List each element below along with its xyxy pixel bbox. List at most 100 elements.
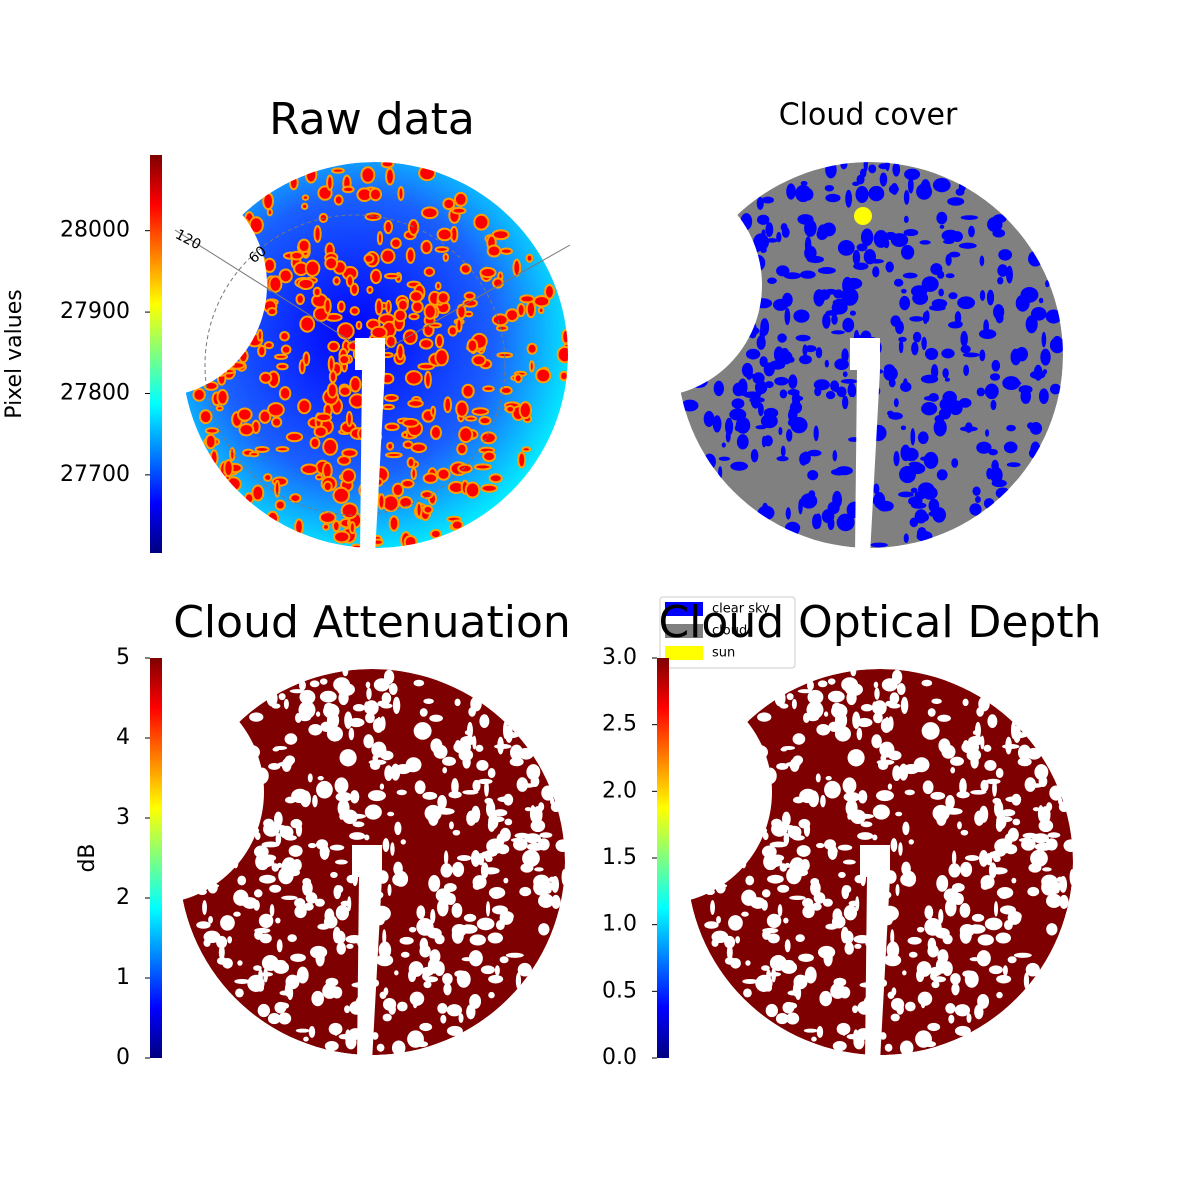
sky-patch bbox=[345, 274, 355, 288]
sky-patch bbox=[827, 678, 836, 685]
sky-patch bbox=[881, 678, 898, 692]
sky-patch bbox=[996, 886, 1014, 899]
sky-patch bbox=[551, 876, 560, 893]
sky-patch bbox=[840, 926, 849, 944]
sky-patch bbox=[863, 249, 877, 265]
sky-patch bbox=[207, 881, 218, 894]
sky-patch bbox=[807, 790, 819, 808]
sky-patch bbox=[385, 334, 397, 349]
sky-patch bbox=[341, 468, 356, 484]
sky-patch bbox=[538, 923, 550, 936]
sky-patch bbox=[1032, 807, 1040, 812]
sky-patch bbox=[380, 248, 396, 264]
sky-patch bbox=[248, 216, 264, 235]
sky-patch bbox=[387, 883, 392, 896]
sky-patch bbox=[803, 1028, 818, 1033]
sky-patch bbox=[811, 1036, 817, 1042]
sky-patch bbox=[407, 399, 424, 408]
sky-patch bbox=[301, 194, 310, 201]
sky-patch bbox=[916, 926, 925, 933]
sky-patch bbox=[294, 898, 306, 908]
sky-patch bbox=[836, 386, 847, 398]
sky-patch bbox=[890, 929, 895, 946]
sky-patch bbox=[724, 417, 734, 436]
sky-patch bbox=[522, 849, 540, 867]
legend-swatch bbox=[665, 624, 703, 638]
sky-patch bbox=[912, 331, 922, 343]
sky-patch bbox=[969, 957, 981, 962]
sky-patch bbox=[963, 364, 970, 377]
sky-patch bbox=[280, 344, 292, 355]
sky-patch bbox=[383, 393, 399, 403]
sky-patch bbox=[730, 461, 749, 471]
sky-patch bbox=[283, 698, 289, 710]
sky-patch bbox=[374, 298, 384, 316]
sky-patch bbox=[253, 845, 269, 858]
sky-patch bbox=[257, 857, 275, 868]
sky-patch bbox=[711, 930, 729, 943]
sky-patch bbox=[328, 1022, 343, 1036]
sky-patch bbox=[447, 325, 458, 337]
colorbar-tick-label: 1 bbox=[116, 965, 130, 990]
sky-patch bbox=[854, 943, 862, 949]
sky-patch bbox=[333, 194, 344, 206]
sky-patch bbox=[311, 990, 325, 1007]
sky-patch bbox=[789, 860, 799, 873]
sky-patch bbox=[816, 723, 831, 736]
sky-patch bbox=[322, 437, 339, 456]
sky-patch bbox=[959, 778, 967, 795]
sky-patch bbox=[898, 763, 909, 781]
sky-patch bbox=[392, 696, 401, 715]
sky-patch bbox=[712, 415, 722, 433]
sky-patch bbox=[344, 1005, 351, 1014]
sky-patch bbox=[192, 798, 197, 807]
sky-patch bbox=[499, 910, 514, 925]
sky-patch bbox=[744, 741, 760, 749]
sky-patch bbox=[423, 698, 434, 704]
sky-patch bbox=[938, 909, 944, 924]
sky-patch bbox=[537, 838, 550, 851]
sky-patch bbox=[379, 716, 386, 731]
sky-patch bbox=[722, 343, 733, 354]
sky-patch bbox=[1038, 819, 1054, 833]
sky-patch bbox=[883, 238, 890, 249]
mast-top bbox=[352, 845, 382, 877]
sky-patch bbox=[407, 218, 420, 236]
sky-patch bbox=[776, 762, 789, 770]
sky-patch bbox=[921, 402, 938, 416]
sky-patch bbox=[393, 861, 403, 876]
sky-image bbox=[674, 156, 1065, 548]
sky-patch bbox=[379, 991, 387, 999]
sky-patch bbox=[391, 1040, 406, 1056]
sky-patch bbox=[750, 897, 766, 909]
sky-patch bbox=[816, 1026, 824, 1038]
sky-patch bbox=[551, 894, 561, 909]
sky-patch bbox=[736, 434, 749, 450]
sky-patch bbox=[744, 725, 753, 741]
sky-patch bbox=[539, 832, 553, 838]
colorbar-tick-label: 1.5 bbox=[602, 845, 637, 870]
sky-patch bbox=[242, 897, 258, 909]
sky-patch bbox=[341, 448, 358, 458]
sky-patch bbox=[745, 365, 753, 380]
sky-patch bbox=[899, 295, 911, 311]
sky-patch bbox=[888, 703, 901, 709]
sky-patch bbox=[907, 936, 922, 945]
sky-patch bbox=[222, 347, 230, 363]
sky-patch bbox=[831, 915, 846, 929]
sky-patch bbox=[348, 727, 355, 741]
colorbar-tick-label: 27900 bbox=[60, 299, 130, 324]
sky-patch bbox=[308, 723, 323, 736]
sky-patch bbox=[281, 860, 291, 873]
sky-patch bbox=[960, 215, 979, 220]
sky-patch bbox=[194, 817, 211, 822]
sky-patch bbox=[873, 483, 880, 495]
sky-patch bbox=[840, 158, 848, 170]
sky-patch bbox=[259, 371, 273, 384]
sky-patch bbox=[698, 329, 708, 340]
sky-patch bbox=[721, 852, 738, 860]
sky-patch bbox=[930, 972, 937, 981]
sky-patch bbox=[766, 913, 782, 928]
sky-patch bbox=[386, 441, 395, 451]
sky-patch bbox=[504, 818, 513, 826]
